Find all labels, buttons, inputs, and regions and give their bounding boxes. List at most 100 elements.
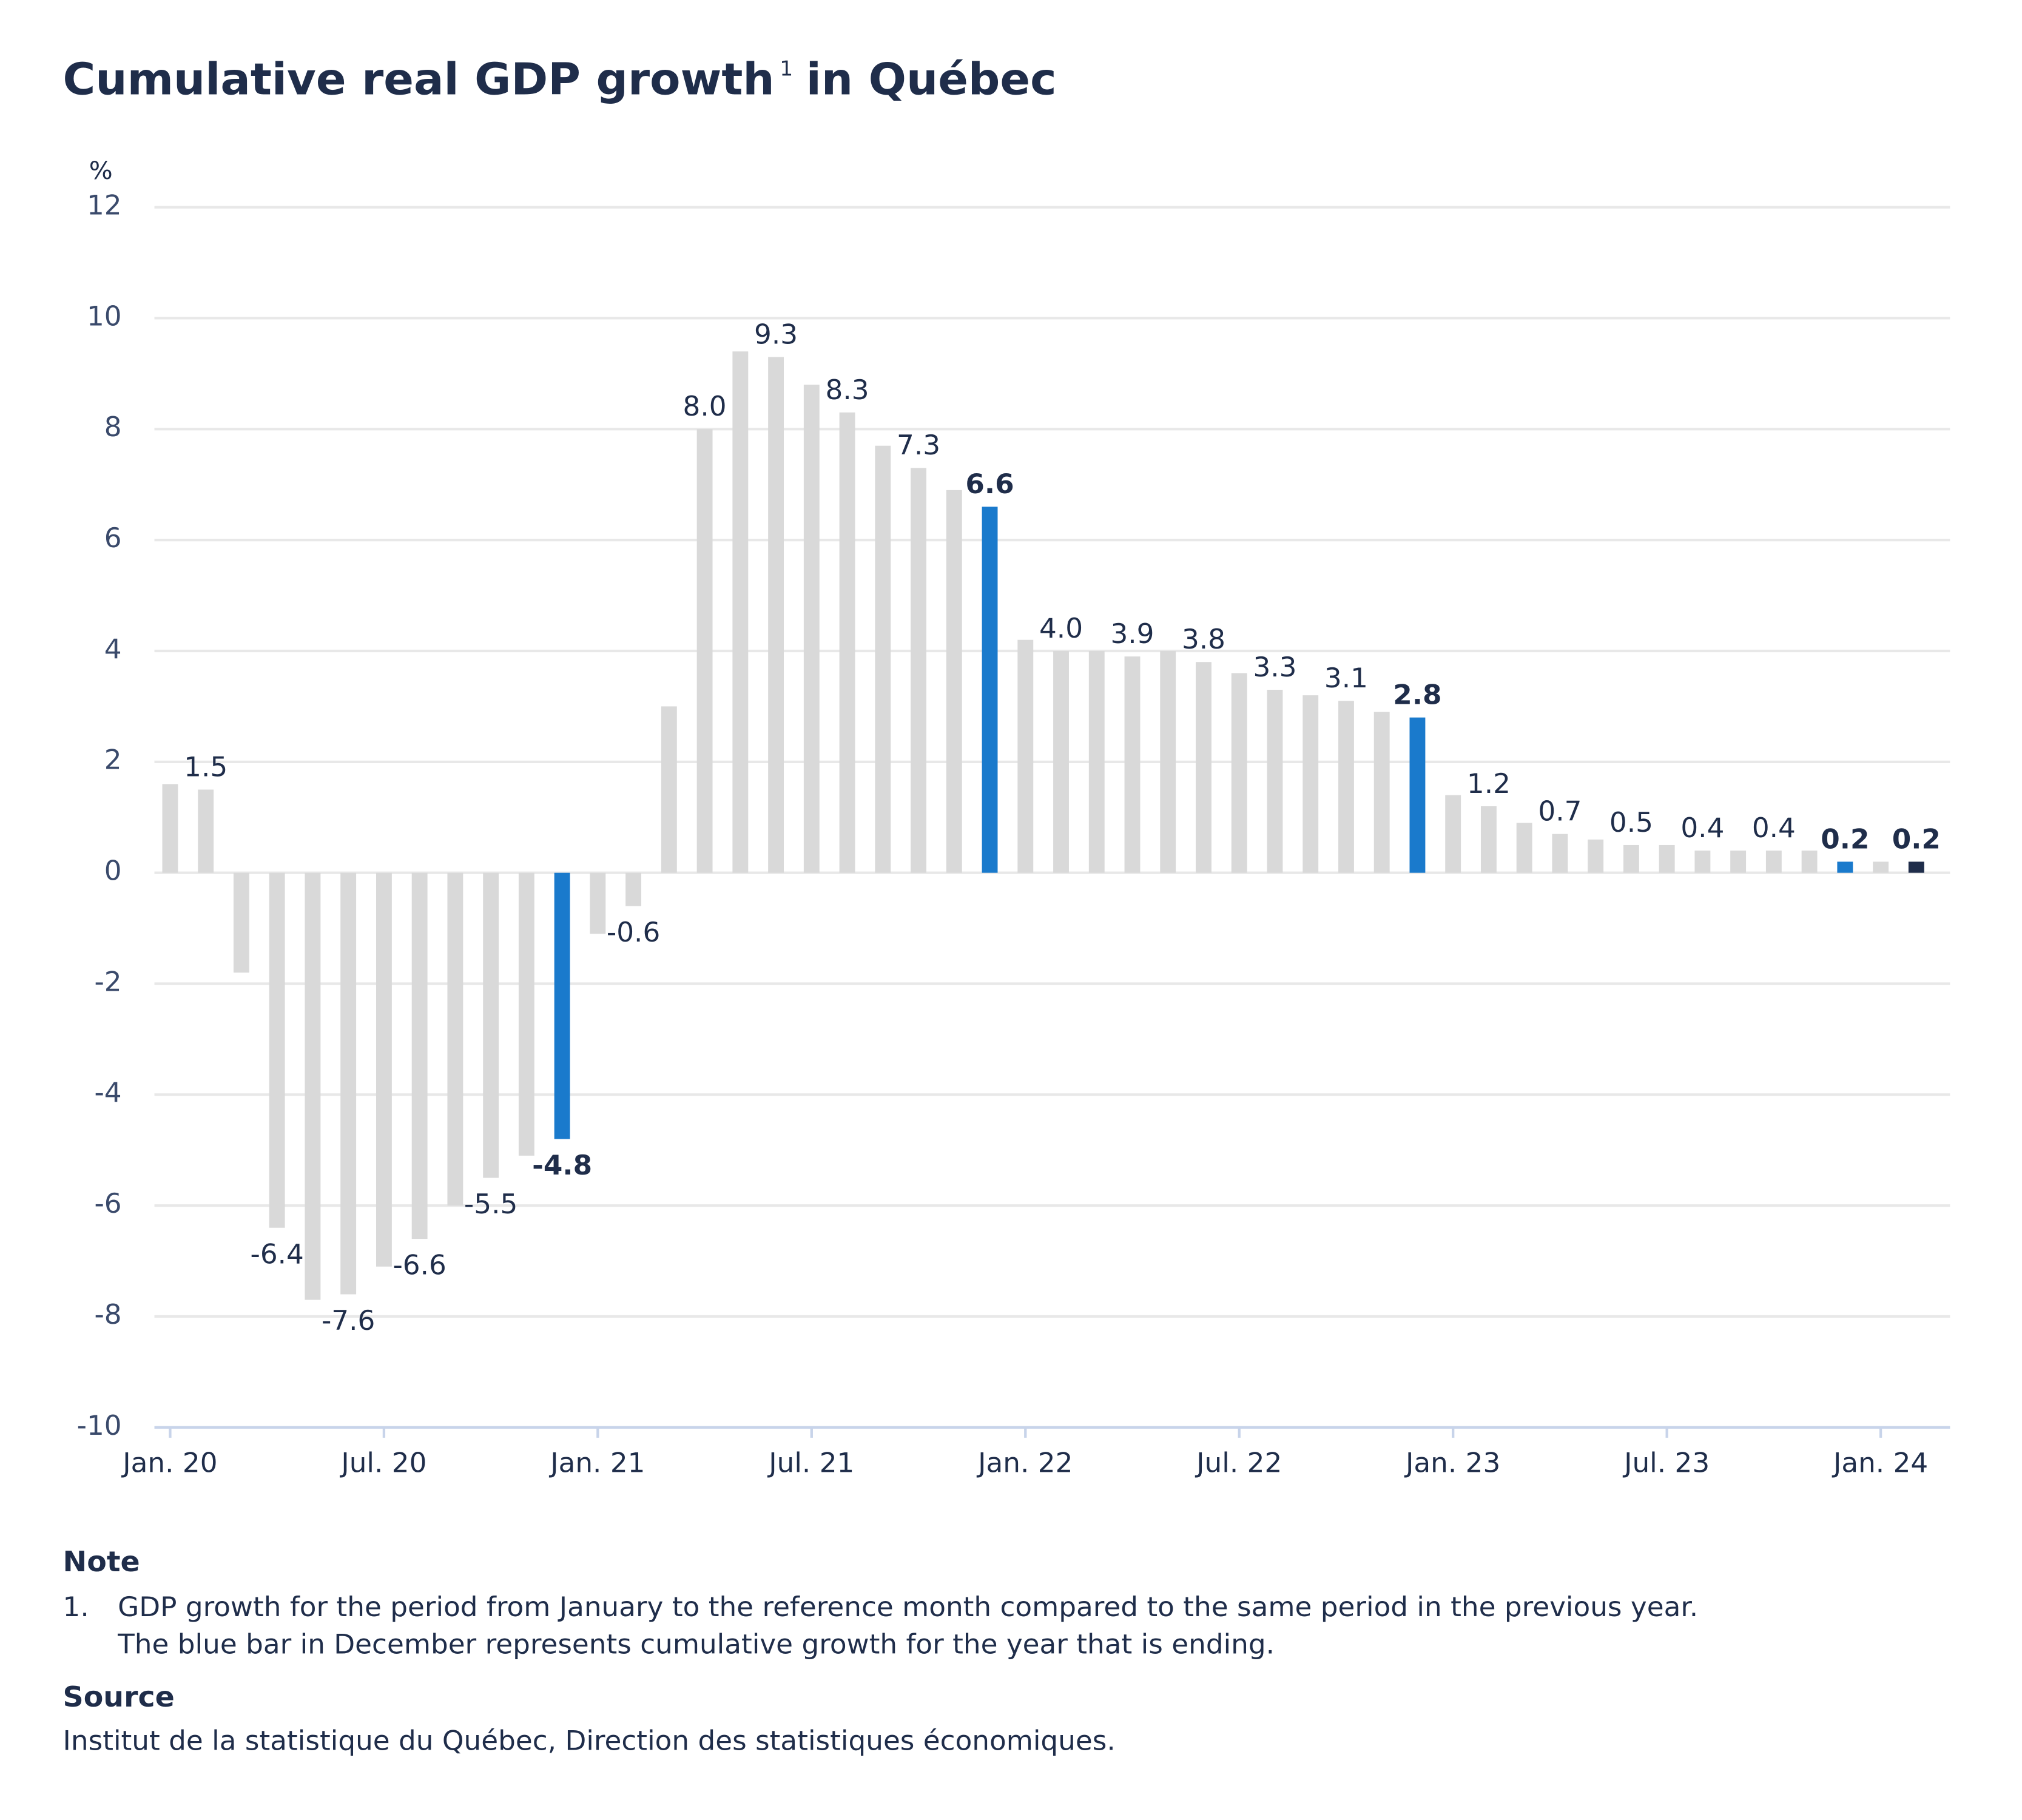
value-label: 0.4 [1752, 812, 1796, 844]
bar [305, 872, 321, 1300]
bar [554, 872, 570, 1139]
bar [376, 872, 392, 1267]
bar [1873, 861, 1889, 873]
bar [1231, 673, 1247, 873]
bar [1303, 695, 1319, 873]
bar [1088, 650, 1105, 873]
value-label: 3.9 [1110, 618, 1154, 650]
x-tick-label: Jan. 20 [121, 1447, 217, 1479]
bar [625, 872, 642, 906]
y-tick-label: -4 [94, 1077, 121, 1109]
value-label: 0.7 [1538, 795, 1582, 827]
bar [1765, 851, 1782, 873]
value-label: -0.6 [607, 916, 660, 948]
x-tick-label: Jan. 24 [1832, 1447, 1928, 1479]
bar [269, 872, 285, 1228]
value-label: 8.0 [683, 391, 727, 423]
bar [411, 872, 428, 1239]
bar [1267, 689, 1283, 873]
title-main: Cumulative real GDP growth [63, 54, 775, 105]
source-text: Institut de la statistique du Québec, Di… [63, 1725, 1116, 1757]
bar [1373, 712, 1390, 873]
value-label: 0.2 [1821, 823, 1869, 855]
bar [1124, 656, 1141, 873]
y-tick-label: -10 [77, 1409, 122, 1441]
bar [1516, 823, 1532, 873]
bar [590, 872, 606, 934]
x-tick-label: Jul. 22 [1195, 1447, 1282, 1479]
y-tick-label: 8 [104, 411, 122, 443]
value-label: -6.4 [250, 1238, 303, 1270]
bar [1409, 717, 1426, 873]
bar [233, 872, 249, 973]
note-text: The blue bar in December represents cumu… [117, 1628, 1275, 1660]
bar [1659, 844, 1675, 873]
y-tick-label: -6 [94, 1187, 121, 1219]
note-number: 1. [63, 1591, 89, 1623]
y-tick-label: 12 [87, 189, 122, 221]
bar [1552, 834, 1568, 873]
bar [1908, 861, 1924, 873]
y-tick-label: 10 [87, 300, 122, 332]
bar [982, 507, 998, 873]
value-label: 4.0 [1039, 612, 1083, 644]
bar [1801, 851, 1818, 873]
note-heading: Note [63, 1546, 140, 1579]
value-label: -6.6 [393, 1249, 446, 1281]
value-label: 8.3 [826, 374, 869, 406]
bar [1730, 851, 1747, 873]
bar [1338, 701, 1354, 873]
y-tick-label: 2 [104, 744, 122, 776]
bar [732, 351, 749, 873]
bar [198, 789, 214, 873]
value-label: -5.5 [464, 1188, 517, 1220]
x-tick-label: Jan. 23 [1404, 1447, 1500, 1479]
title-superscript: 1 [780, 56, 793, 81]
bar [803, 385, 820, 873]
chart-title: Cumulative real GDP growth 1 in Québec [63, 54, 1057, 105]
y-unit: % [89, 157, 113, 186]
value-label: -4.8 [532, 1149, 592, 1181]
bar [768, 357, 784, 873]
value-label: 3.3 [1253, 651, 1296, 683]
y-tick-label: -2 [94, 966, 121, 998]
value-label: 7.3 [897, 430, 940, 462]
bar [911, 468, 926, 873]
bar [1694, 851, 1711, 873]
value-label: 2.8 [1393, 679, 1441, 711]
bar [661, 706, 677, 873]
bar [340, 872, 357, 1295]
bar [162, 784, 178, 873]
bar [518, 872, 534, 1156]
value-label: 6.6 [965, 468, 1014, 500]
value-label: 0.2 [1892, 823, 1941, 855]
y-tick-label: 0 [104, 855, 122, 887]
bar [875, 445, 891, 873]
bar [447, 872, 463, 1206]
x-tick-label: Jul. 20 [339, 1447, 426, 1479]
bar [1445, 795, 1461, 873]
value-label: 3.1 [1324, 662, 1368, 695]
y-tick-label: 4 [104, 633, 122, 665]
bar [1053, 650, 1069, 873]
y-tick-label: -8 [94, 1298, 121, 1330]
bar [483, 872, 499, 1178]
value-label: 1.2 [1467, 767, 1511, 800]
x-tick-label: Jul. 21 [767, 1447, 854, 1479]
y-tick-label: 6 [104, 522, 122, 554]
value-label: 3.8 [1182, 624, 1225, 656]
value-label: 0.4 [1680, 812, 1724, 844]
bar [1837, 861, 1853, 873]
value-label: 9.3 [754, 318, 798, 351]
x-tick-label: Jan. 22 [976, 1447, 1073, 1479]
value-label: 0.5 [1609, 806, 1653, 838]
bar [1196, 662, 1212, 873]
x-tick-label: Jul. 23 [1622, 1447, 1710, 1479]
bar [1017, 639, 1034, 873]
x-tick-label: Jan. 21 [548, 1447, 645, 1479]
bar [696, 429, 713, 873]
bar [1480, 806, 1497, 873]
value-label: 1.5 [184, 751, 227, 783]
bar [1160, 650, 1176, 873]
